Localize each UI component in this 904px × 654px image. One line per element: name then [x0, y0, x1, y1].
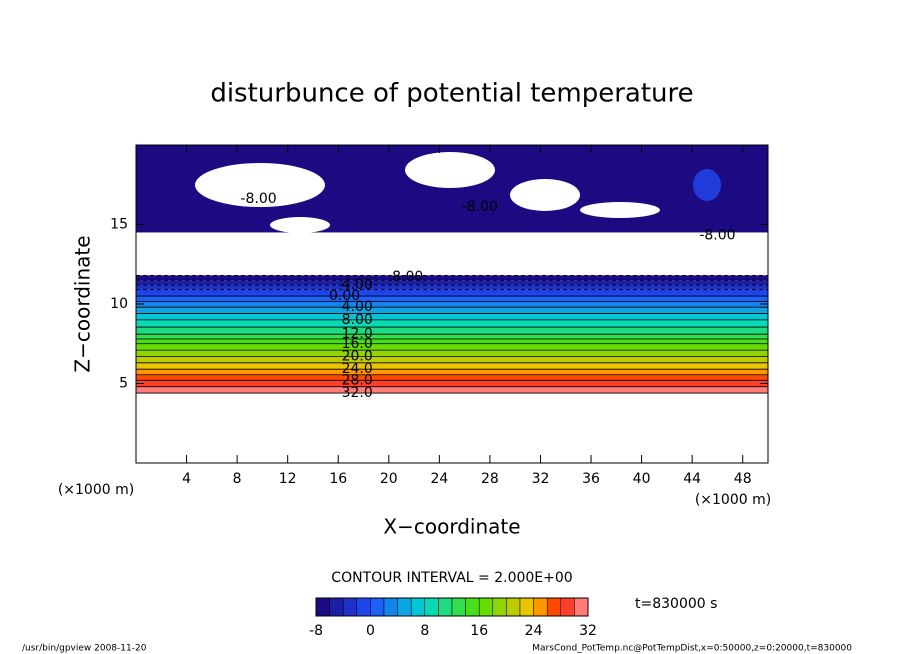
colorbar-cell: [397, 597, 412, 617]
contour-band: [136, 289, 768, 297]
x-tick-label: 16: [329, 471, 347, 487]
x-tick-label: 4: [182, 471, 191, 487]
contour-band: [136, 362, 768, 370]
colorbar-cell: [424, 597, 439, 617]
contour-label: 12.0: [342, 326, 373, 342]
blob: [693, 169, 721, 201]
colorbar-cell: [492, 597, 507, 617]
missing-area: [270, 217, 330, 233]
contour-label: 8.00: [392, 269, 423, 285]
contour-band: [136, 275, 768, 281]
colorbar-tick-label: 8: [420, 623, 429, 639]
contour-label: 4.00: [342, 299, 373, 315]
footer-right: MarsCond_PotTemp.nc@PotTempDist,x=0:5000…: [532, 644, 852, 654]
contour-band: [136, 374, 768, 381]
contour-band: [136, 319, 768, 328]
contour-band: [136, 350, 768, 357]
colorbar-cell: [560, 597, 575, 617]
contour-band: [136, 307, 768, 314]
contour-interval: CONTOUR INTERVAL = 2.000E+00: [331, 570, 572, 586]
contour-band: [136, 369, 768, 375]
chart-title: disturbunce of potential temperature: [210, 79, 693, 109]
y-tick-label: 10: [110, 296, 128, 312]
contour-band: [136, 386, 768, 394]
colorbar-frame: [315, 597, 589, 617]
footer-left: /usr/bin/gpview 2008-11-20: [22, 644, 147, 654]
contour-band: [136, 296, 768, 302]
x-tick-label: 40: [633, 471, 651, 487]
contour-label: 32.0: [342, 385, 373, 401]
y-axis-label: Z−coordinate: [71, 235, 95, 372]
contour-label: -8.00: [462, 199, 498, 215]
colorbar-cell: [383, 597, 398, 617]
y-unit: (×1000 m): [58, 482, 134, 498]
colorbar-cell: [342, 597, 358, 617]
x-unit: (×1000 m): [695, 492, 771, 508]
missing-area: [405, 152, 495, 188]
colorbar-cell: [438, 597, 453, 617]
contour-band: [136, 356, 768, 363]
colorbar-cell: [519, 597, 534, 617]
colorbar-tick-label: 16: [470, 623, 488, 639]
x-tick-label: 32: [532, 471, 550, 487]
contour-band: [136, 334, 768, 339]
colorbar-cell: [506, 597, 521, 617]
x-tick-label: 48: [734, 471, 752, 487]
colorbar-cell: [533, 597, 548, 617]
colorbar-cell: [370, 597, 385, 617]
contour-label: 28.0: [342, 372, 373, 388]
colorbar-cell: [465, 597, 480, 617]
colorbar-cell: [546, 597, 562, 617]
contour-label: 4.00: [342, 277, 373, 293]
colorbar-cell: [574, 597, 589, 617]
x-tick-label: 36: [582, 471, 600, 487]
x-tick-label: 28: [481, 471, 499, 487]
missing-area: [580, 202, 660, 218]
colorbar-cell: [478, 597, 494, 617]
y-tick-label: 15: [110, 217, 128, 233]
x-tick-label: 20: [380, 471, 398, 487]
contour-band: [136, 380, 768, 387]
contour-band: [136, 343, 768, 351]
x-tick-label: 12: [279, 471, 297, 487]
x-axis-label: X−coordinate: [383, 515, 520, 539]
missing-area: [510, 179, 580, 211]
colorbar-tick-label: 32: [579, 623, 597, 639]
colorbar-cell: [315, 597, 330, 617]
contour-band: [136, 313, 768, 320]
colorbar-cell: [356, 597, 371, 617]
time-label: t=830000 s: [635, 596, 717, 612]
contour-label: 24.0: [342, 361, 373, 377]
contour-band: [136, 327, 768, 335]
contour-label: 8.00: [342, 312, 373, 328]
colorbar-tick-label: 0: [366, 623, 375, 639]
contour-band: [136, 284, 768, 290]
colorbar-tick-label: 24: [525, 623, 543, 639]
contour-band: [136, 338, 768, 344]
x-tick-label: 8: [233, 471, 242, 487]
colorbar-cell: [410, 597, 426, 617]
x-tick-label: 24: [430, 471, 448, 487]
contour-label: 20.0: [342, 348, 373, 364]
colorbar-tick-label: -8: [309, 623, 323, 639]
missing-area: [195, 163, 325, 207]
colorbar-cell: [451, 597, 466, 617]
x-tick-label: 44: [683, 471, 701, 487]
contour-label: -8.00: [699, 228, 735, 244]
contour-band: [136, 280, 768, 285]
contour-label: 0.00: [329, 288, 360, 304]
y-tick-label: 5: [119, 376, 128, 392]
contour-label: 16.0: [342, 336, 373, 352]
colorbar-cell: [329, 597, 344, 617]
contour-band: [136, 301, 768, 308]
contour-label: -8.00: [240, 191, 276, 207]
